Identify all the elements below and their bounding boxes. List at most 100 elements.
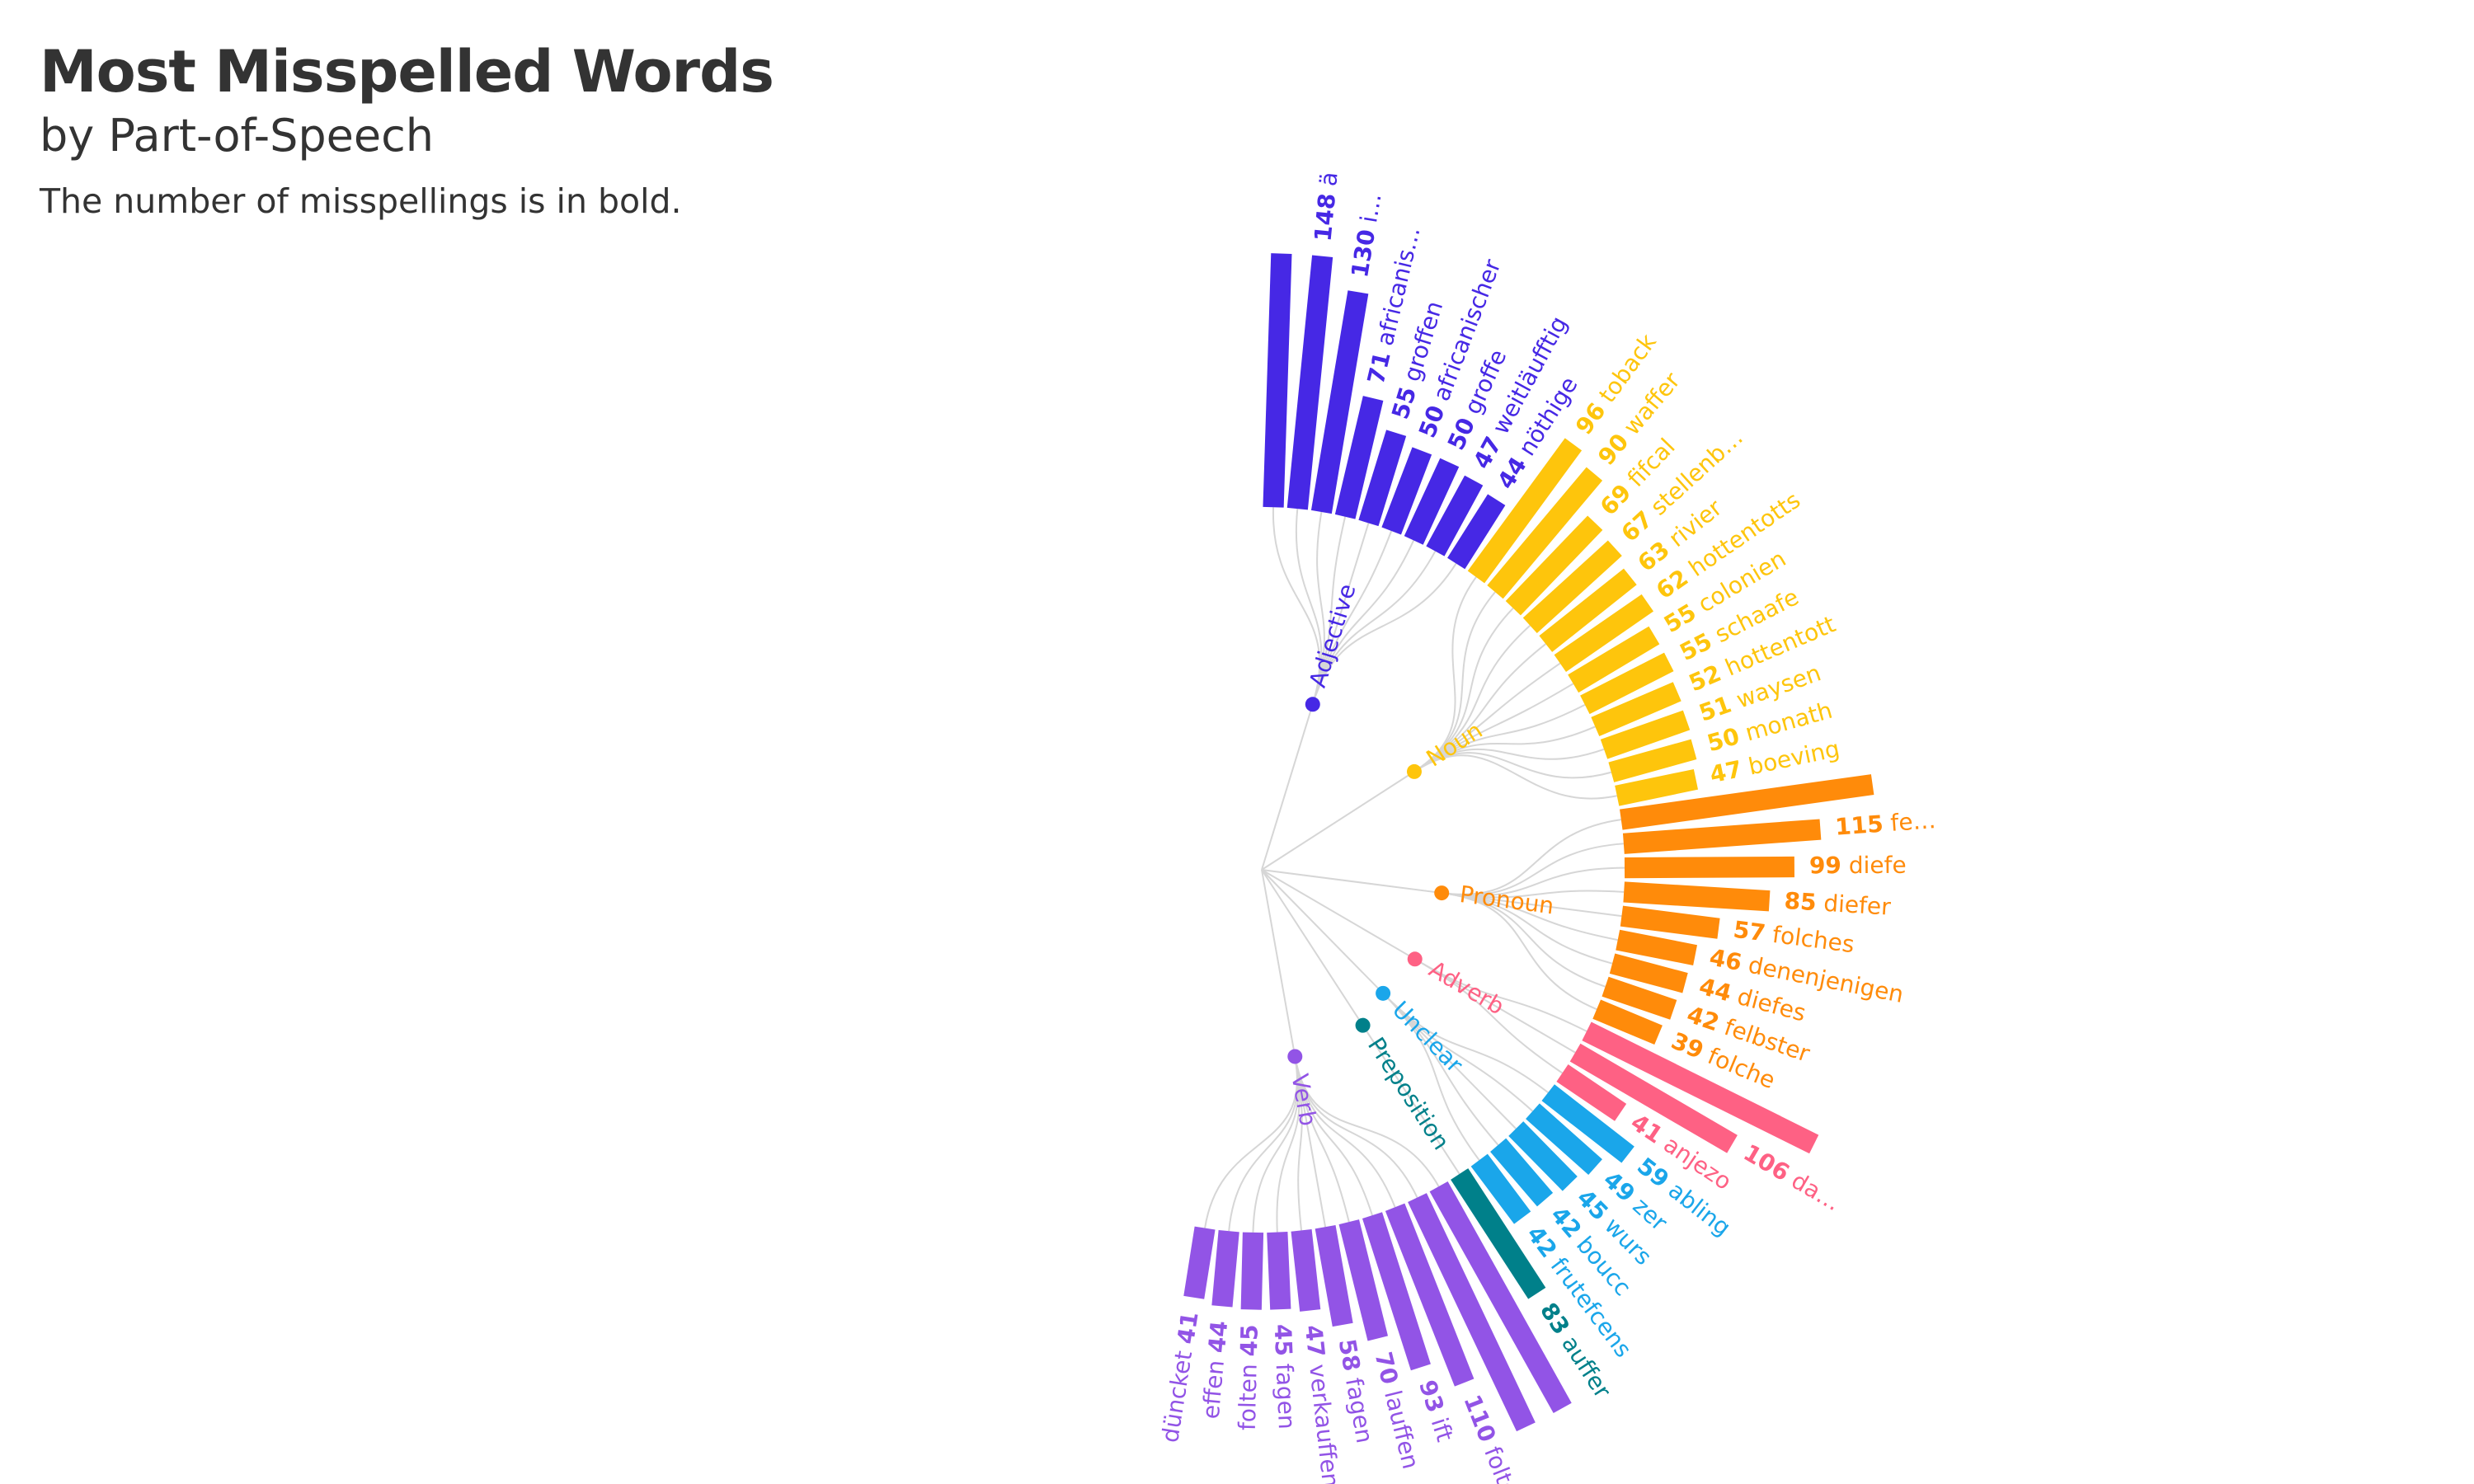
link-adjective-0	[1272, 507, 1321, 705]
bar-adjective-8	[1447, 494, 1506, 570]
bar-label: 130 i…	[1346, 191, 1387, 279]
bar-label: 99 diefe	[1809, 852, 1907, 880]
bar-noun-4	[1539, 568, 1637, 652]
bar-count: 46	[1707, 943, 1744, 976]
link-pronoun-8	[1442, 892, 1597, 1011]
link-center-verb	[1261, 869, 1296, 1057]
link-center-unclear	[1261, 869, 1384, 994]
bar-unclear-1	[1526, 1103, 1602, 1175]
bar-verb-8	[1240, 1232, 1264, 1310]
link-preposition-0	[1362, 1025, 1460, 1175]
bar-pronoun-0	[1620, 774, 1874, 830]
node-dot-unclear	[1376, 985, 1391, 1001]
link-noun-11	[1413, 754, 1617, 800]
bar-noun-11	[1615, 768, 1699, 806]
dendrogram-links	[1204, 507, 1625, 1233]
bar-adjective-0	[1263, 253, 1292, 508]
bar-unclear-2	[1508, 1121, 1578, 1191]
bar-word: fagen	[1271, 1363, 1300, 1430]
link-verb-1	[1294, 1056, 1418, 1198]
link-center-noun	[1261, 771, 1415, 871]
bar-verb-1	[1408, 1193, 1536, 1432]
bar-count: 130	[1346, 228, 1380, 279]
bar-count: 57	[1732, 916, 1767, 947]
bar-count: 115	[1834, 810, 1884, 841]
link-noun-2	[1413, 607, 1514, 773]
bar-count: 47	[1300, 1323, 1330, 1358]
bar-label: 58 fagen	[1333, 1337, 1379, 1445]
bar-verb-9	[1211, 1230, 1239, 1308]
bar-noun-6	[1568, 626, 1660, 693]
bar-pronoun-1	[1622, 819, 1822, 854]
bar-pronoun-5	[1616, 929, 1698, 965]
node-dot-verb	[1287, 1049, 1303, 1064]
bar-word: fagen	[1340, 1376, 1378, 1445]
bar-noun-7	[1580, 652, 1674, 715]
link-center-adverb	[1261, 869, 1416, 960]
node-dot-noun	[1406, 763, 1422, 779]
node-dot-adverb	[1407, 951, 1423, 967]
link-adjective-2	[1311, 511, 1325, 705]
link-pronoun-0	[1442, 819, 1621, 895]
bars	[1183, 253, 1874, 1432]
bar-label: düncket 41	[1156, 1310, 1204, 1444]
category-nodes: AdjectiveNounPronounAdverbUnclearPreposi…	[1286, 580, 1555, 1154]
bar-label: 93 ift	[1413, 1377, 1459, 1444]
bar-adjective-6	[1404, 458, 1460, 545]
bar-pronoun-3	[1623, 881, 1771, 912]
bar-unclear-3	[1490, 1138, 1554, 1207]
bar-noun-3	[1522, 540, 1622, 634]
bar-noun-0	[1467, 438, 1583, 584]
bar-word: düncket	[1156, 1349, 1197, 1444]
link-verb-0	[1294, 1056, 1440, 1187]
link-center-pronoun	[1261, 869, 1442, 895]
bar-label: effen 44	[1197, 1320, 1234, 1421]
bar-adjective-5	[1381, 447, 1432, 535]
bar-pronoun-8	[1592, 999, 1663, 1045]
chart-header: Most Misspelled Words by Part-of-Speech …	[40, 36, 774, 226]
bar-word: ä	[1315, 171, 1343, 187]
bar-count: 44	[1203, 1320, 1233, 1355]
link-noun-3	[1413, 624, 1531, 773]
bar-pronoun-6	[1609, 953, 1688, 993]
bar-adjective-7	[1426, 475, 1484, 556]
node-label-noun: Noun	[1422, 716, 1488, 773]
chart-caption: The number of misspellings is in bold.	[40, 181, 682, 221]
bar-verb-10	[1183, 1226, 1216, 1299]
bar-verb-4	[1338, 1219, 1389, 1341]
node-label-adverb: Adverb	[1424, 956, 1509, 1021]
bar-word: i…	[1355, 191, 1386, 225]
link-verb-3	[1294, 1056, 1373, 1216]
bar-count: 47	[1707, 755, 1744, 788]
bar-adjective-4	[1358, 430, 1407, 527]
bar-word: folten	[1234, 1364, 1263, 1430]
bar-word: effen	[1197, 1359, 1230, 1420]
bar-noun-5	[1554, 594, 1654, 672]
node-dot-preposition	[1355, 1017, 1371, 1033]
bar-label: 148 ä	[1309, 171, 1343, 242]
link-pronoun-1	[1442, 843, 1624, 896]
node-dot-pronoun	[1434, 885, 1450, 901]
bar-adjective-3	[1334, 396, 1384, 519]
bar-count: 41	[1172, 1310, 1204, 1346]
bar-label: 115 fe…	[1834, 806, 1937, 841]
bar-noun-1	[1487, 467, 1603, 599]
bar-label: 106 da…	[1739, 1139, 1846, 1216]
bar-noun-2	[1505, 515, 1603, 616]
link-adjective-1	[1296, 509, 1323, 705]
bar-noun-9	[1600, 710, 1691, 759]
node-dot-adjective	[1305, 697, 1320, 712]
bar-noun-10	[1608, 739, 1697, 782]
link-center-adjective	[1261, 704, 1314, 871]
bar-label: 85 diefer	[1784, 887, 1893, 921]
node-label-verb: Verb	[1286, 1072, 1322, 1128]
bar-count: 58	[1333, 1337, 1366, 1374]
bar-unclear-4	[1470, 1153, 1531, 1224]
bar-pronoun-2	[1624, 856, 1794, 879]
bar-word: verkauffen	[1304, 1363, 1344, 1484]
bar-verb-7	[1267, 1232, 1291, 1310]
chart-subtitle: by Part-of-Speech	[40, 110, 434, 162]
link-adverb-2	[1414, 958, 1564, 1074]
